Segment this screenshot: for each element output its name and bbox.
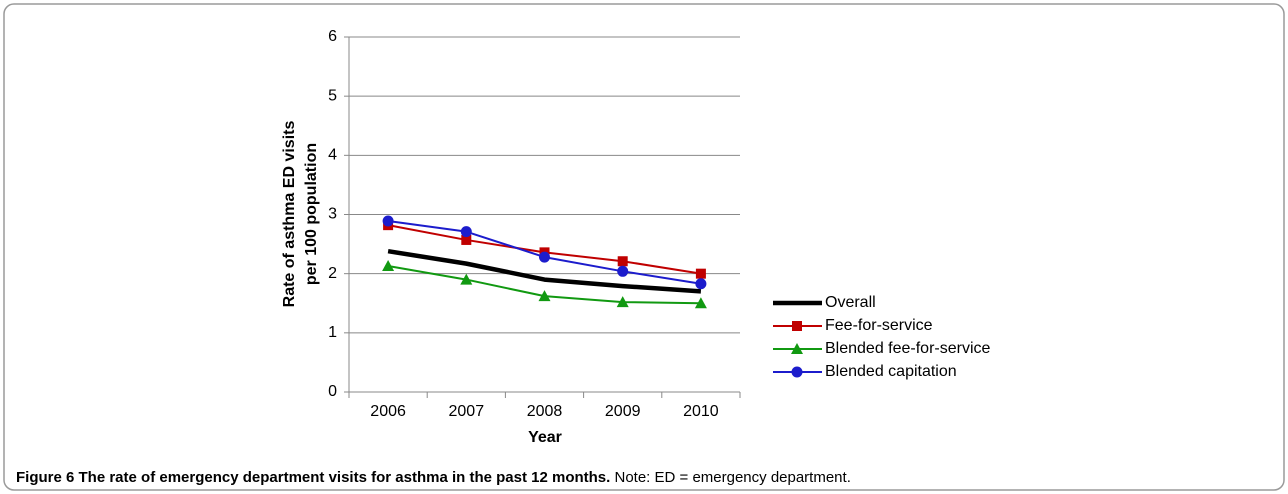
legend-label: Fee-for-service bbox=[825, 317, 933, 334]
marker bbox=[460, 226, 472, 238]
y-tick-label: 6 bbox=[328, 28, 337, 45]
marker bbox=[382, 215, 394, 227]
x-tick-label: 2008 bbox=[527, 403, 563, 420]
marker bbox=[791, 366, 803, 378]
series-line bbox=[387, 248, 702, 294]
y-tick-label: 3 bbox=[328, 206, 337, 223]
x-axis-label: Year bbox=[528, 429, 562, 446]
legend-label: Blended capitation bbox=[825, 363, 957, 380]
caption: Figure 6 The rate of emergency departmen… bbox=[16, 469, 851, 486]
marker bbox=[461, 234, 472, 245]
marker bbox=[617, 256, 628, 267]
x-tick-label: 2009 bbox=[605, 403, 641, 420]
marker bbox=[382, 259, 395, 271]
x-tick-label: 2007 bbox=[449, 403, 485, 420]
marker bbox=[460, 273, 473, 285]
marker bbox=[538, 290, 551, 302]
marker bbox=[792, 321, 802, 331]
marker bbox=[791, 343, 803, 354]
marker bbox=[694, 297, 707, 309]
y-axis-label: Rate of asthma ED visits bbox=[281, 121, 298, 308]
y-tick-label: 0 bbox=[328, 383, 337, 400]
x-tick-label: 2010 bbox=[683, 403, 719, 420]
legend-label: Overall bbox=[825, 294, 876, 311]
x-tick-label: 2006 bbox=[370, 403, 406, 420]
marker bbox=[617, 265, 629, 277]
caption-title: Figure 6 The rate of emergency departmen… bbox=[16, 469, 610, 486]
marker bbox=[695, 268, 706, 279]
caption-note: Note: ED = emergency department. bbox=[610, 469, 851, 486]
marker bbox=[695, 278, 707, 290]
y-tick-label: 4 bbox=[328, 147, 337, 164]
y-tick-label: 1 bbox=[328, 324, 337, 341]
legend-label: Blended fee-for-service bbox=[825, 340, 991, 357]
y-axis-label: per 100 population bbox=[303, 143, 320, 285]
figure-border bbox=[3, 3, 1285, 491]
y-tick-label: 5 bbox=[328, 87, 337, 104]
marker bbox=[616, 296, 629, 308]
y-tick-label: 2 bbox=[328, 265, 337, 282]
marker bbox=[539, 251, 550, 263]
